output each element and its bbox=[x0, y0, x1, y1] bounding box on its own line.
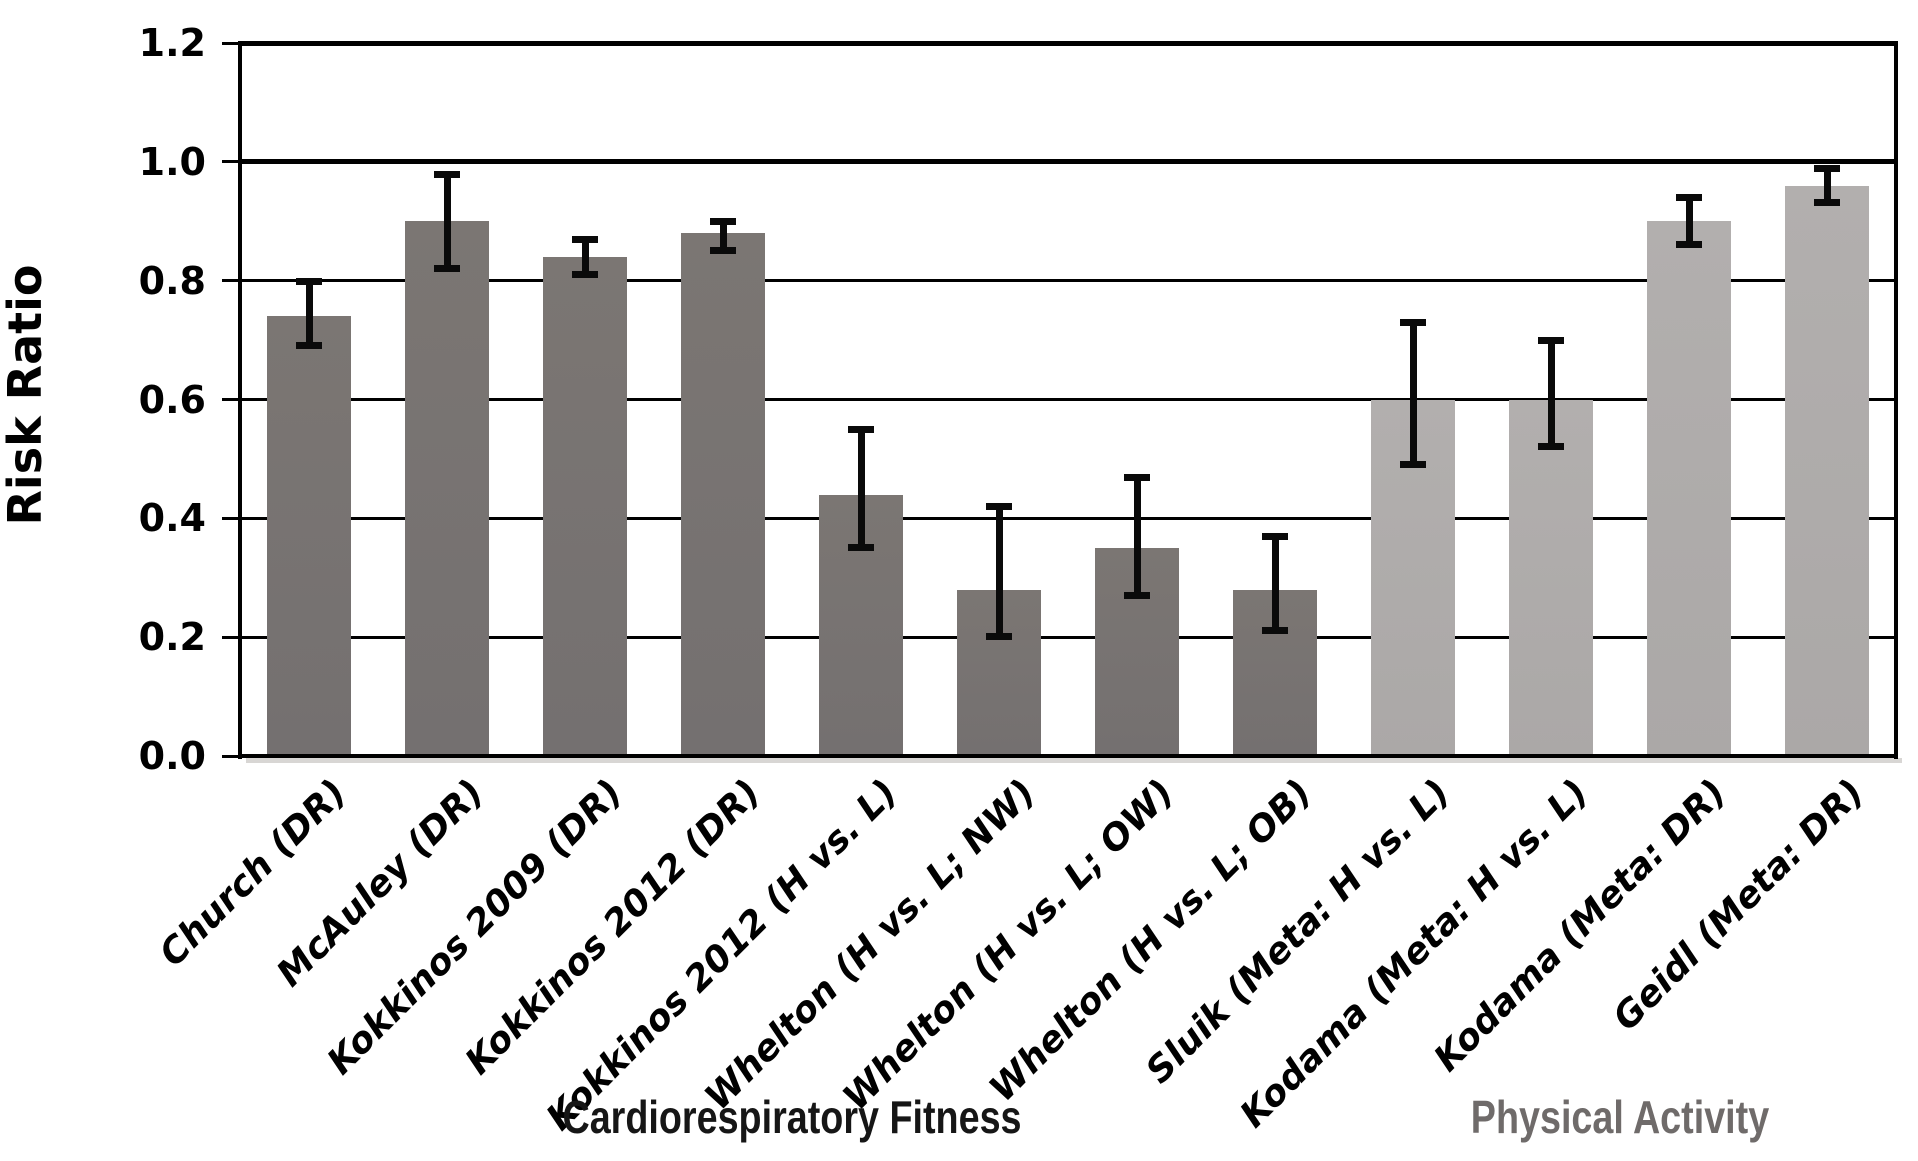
error-bar-line bbox=[1133, 476, 1141, 596]
group-label-cardiorespiratory-fitness: Cardiorespiratory Fitness bbox=[562, 1091, 1022, 1143]
error-bar-line bbox=[1271, 536, 1279, 632]
y-tick-mark bbox=[222, 754, 240, 758]
error-bar-cap-bottom bbox=[710, 246, 736, 254]
gridline bbox=[240, 635, 1896, 639]
error-bar-line bbox=[305, 280, 313, 346]
y-axis-title-text: Risk Ratio bbox=[0, 264, 52, 526]
error-bar-cap-top bbox=[1814, 164, 1840, 172]
x-tick-label: Geidl (Meta: DR) bbox=[1605, 772, 1872, 1039]
bar-2 bbox=[405, 221, 489, 756]
error-bar-line bbox=[581, 239, 589, 275]
y-tick-label: 0.2 bbox=[138, 615, 206, 660]
bar-11 bbox=[1647, 221, 1731, 756]
gridline bbox=[240, 398, 1896, 401]
error-bar-cap-bottom bbox=[1814, 199, 1840, 207]
error-bar-cap-bottom bbox=[1262, 627, 1288, 635]
error-bar-cap-top bbox=[710, 218, 736, 226]
y-tick-mark bbox=[222, 160, 240, 164]
error-bar-cap-top bbox=[572, 236, 598, 244]
error-bar-cap-top bbox=[848, 426, 874, 434]
error-bar-cap-bottom bbox=[572, 270, 598, 278]
error-bar-line bbox=[719, 221, 727, 251]
bar-1 bbox=[267, 316, 351, 756]
error-bar-line bbox=[1685, 197, 1693, 245]
y-tick-mark bbox=[222, 516, 240, 520]
reference-gridline-1.0 bbox=[240, 159, 1896, 165]
error-bar-cap-top bbox=[434, 170, 460, 178]
error-bar-cap-bottom bbox=[1676, 241, 1702, 249]
bar-3 bbox=[543, 256, 627, 756]
error-bar-cap-bottom bbox=[986, 633, 1012, 641]
error-bar-cap-bottom bbox=[848, 544, 874, 552]
error-bar-cap-top bbox=[1538, 337, 1564, 345]
error-bar-cap-bottom bbox=[296, 342, 322, 350]
y-tick-mark bbox=[222, 41, 240, 45]
y-tick-label: 1.0 bbox=[138, 139, 206, 184]
bottom-spine bbox=[240, 754, 1896, 758]
error-bar-cap-top bbox=[986, 503, 1012, 511]
left-spine bbox=[238, 41, 242, 759]
gridline bbox=[240, 516, 1896, 520]
group-label-physical-activity: Physical Activity bbox=[1470, 1091, 1770, 1143]
y-tick-label: 0.6 bbox=[138, 377, 206, 422]
error-bar-cap-bottom bbox=[434, 264, 460, 272]
error-bar-cap-top bbox=[1400, 319, 1426, 327]
error-bar-cap-bottom bbox=[1400, 460, 1426, 468]
y-tick-mark bbox=[222, 635, 240, 639]
bar-4 bbox=[681, 233, 765, 756]
error-bar-line bbox=[1823, 167, 1831, 204]
y-tick-mark bbox=[222, 279, 240, 283]
error-bar-cap-top bbox=[1262, 533, 1288, 541]
y-tick-label: 0.4 bbox=[138, 496, 206, 541]
error-bar-line bbox=[995, 506, 1003, 638]
error-bar-cap-bottom bbox=[1124, 591, 1150, 599]
error-bar-line bbox=[857, 429, 865, 549]
bar-10 bbox=[1509, 399, 1593, 756]
error-bar-line bbox=[443, 173, 451, 269]
y-tick-label: 0.0 bbox=[138, 734, 206, 778]
error-bar-line bbox=[1547, 340, 1555, 448]
y-tick-label: 0.8 bbox=[138, 258, 206, 303]
error-bar-cap-top bbox=[1676, 194, 1702, 202]
bottom-spine-shadow bbox=[246, 758, 1902, 763]
error-bar-line bbox=[1409, 322, 1417, 465]
error-bar-cap-bottom bbox=[1538, 443, 1564, 451]
y-tick-mark bbox=[222, 398, 240, 401]
bar-12 bbox=[1785, 185, 1869, 756]
error-bar-cap-top bbox=[1124, 473, 1150, 481]
y-tick-label: 1.2 bbox=[138, 21, 206, 65]
right-spine bbox=[1894, 41, 1898, 759]
error-bar-cap-top bbox=[296, 277, 322, 285]
gridline bbox=[240, 279, 1896, 283]
top-spine bbox=[240, 41, 1896, 46]
